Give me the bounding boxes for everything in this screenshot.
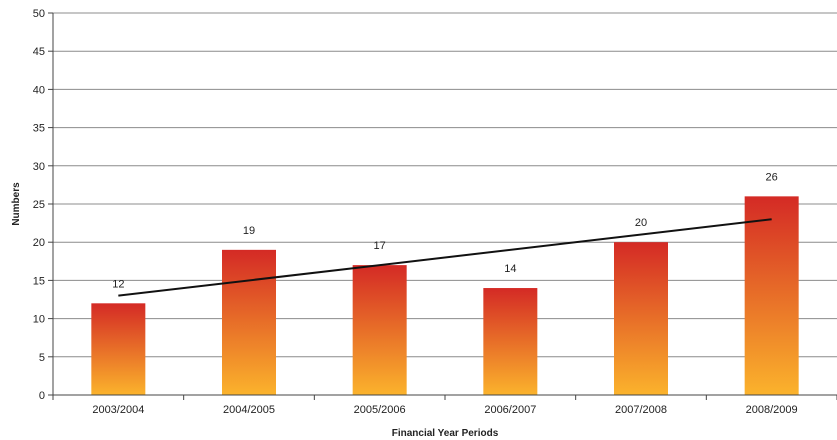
bar	[352, 265, 407, 395]
y-tick-label: 50	[33, 8, 45, 20]
x-axis-title: Financial Year Periods	[392, 428, 499, 439]
y-tick-label: 35	[33, 123, 45, 135]
x-tick-label: 2006/2007	[484, 404, 536, 416]
y-tick-label: 15	[33, 275, 45, 287]
gridlines	[53, 12, 837, 358]
bar	[222, 249, 276, 395]
x-tick-label: 2003/2004	[92, 404, 144, 416]
y-tick-label: 40	[33, 84, 45, 96]
bar	[614, 242, 668, 395]
data-label: 20	[635, 217, 647, 229]
bars	[91, 196, 799, 395]
y-tick-label: 0	[39, 390, 45, 402]
trendline	[118, 218, 772, 297]
data-labels: 12 19 17 14 20 26	[112, 171, 778, 290]
data-label: 14	[504, 263, 516, 275]
y-tick-label: 45	[33, 46, 45, 58]
axes: 0 5 10 15 20 25 30 35 40 45 50 2003/2004 2004/2005 20…	[33, 8, 837, 416]
bar	[744, 196, 799, 395]
y-tick-label: 30	[33, 161, 45, 173]
y-tick-label: 25	[33, 199, 45, 211]
data-label: 17	[374, 240, 386, 252]
data-label: 26	[766, 171, 778, 183]
y-tick-label: 20	[33, 237, 45, 249]
bar	[91, 303, 146, 395]
data-label: 19	[243, 225, 255, 237]
x-tick-label: 2004/2005	[223, 404, 275, 416]
y-axis-title: Numbers	[11, 182, 22, 226]
y-tick-label: 5	[39, 352, 45, 364]
x-tick-label: 2008/2009	[746, 404, 798, 416]
x-tick-label: 2005/2006	[354, 404, 406, 416]
trendline-layer	[118, 218, 772, 297]
bar	[483, 288, 538, 395]
data-label: 12	[112, 278, 124, 290]
x-tick-label: 2007/2008	[615, 404, 667, 416]
y-tick-label: 10	[33, 314, 45, 326]
